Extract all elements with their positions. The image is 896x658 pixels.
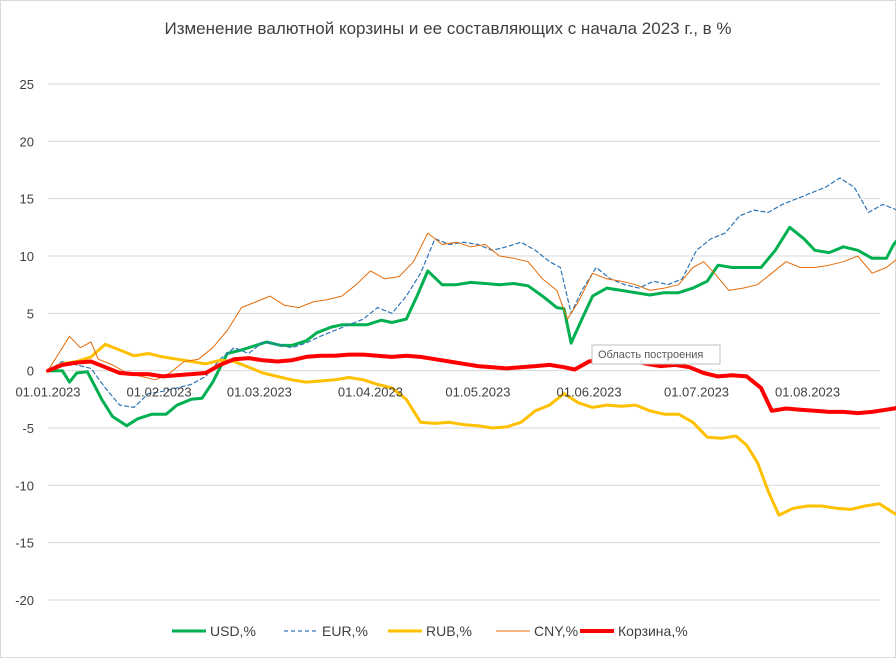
tooltip-text: Область построения (598, 349, 703, 361)
plot-area[interactable] (46, 109, 896, 534)
y-tick-label: 15 (20, 192, 34, 207)
x-tick-label: 01.07.2023 (664, 385, 729, 400)
tooltip-box (591, 344, 721, 365)
plot-area-tooltip: Область построения (591, 344, 721, 365)
y-tick-label: 20 (20, 134, 34, 149)
x-tick-label: 01.05.2023 (445, 385, 510, 400)
y-tick-label: -20 (15, 593, 34, 608)
gridlines (48, 83, 880, 601)
x-tick-label: 01.03.2023 (227, 385, 292, 400)
legend-label: Корзина,% (618, 623, 688, 639)
y-tick-label: -15 (15, 536, 34, 551)
series-line-корзина[interactable] (46, 352, 896, 416)
y-tick-label: 5 (27, 306, 34, 321)
y-tick-label: 0 (27, 364, 34, 379)
series-line-usd[interactable] (46, 148, 896, 428)
x-tick-label: 01.01.2023 (15, 385, 80, 400)
chart-title: Изменение валютной корзины и ее составля… (164, 19, 731, 38)
legend-label: EUR,% (322, 623, 368, 639)
x-tick-label: 01.02.2023 (127, 385, 192, 400)
legend-label: CNY,% (534, 623, 578, 639)
x-axis: 01.01.2023 01.02.2023 01.03.2023 01.04.2023… (15, 385, 840, 400)
legend: USD,% EUR,% RUB,% CNY,% Корзина,% (172, 623, 688, 639)
series-line-rub[interactable] (46, 342, 896, 534)
y-tick-label: -5 (22, 421, 34, 436)
y-tick-label: 25 (20, 77, 34, 92)
legend-label: USD,% (210, 623, 256, 639)
x-tick-label: 01.04.2023 (338, 385, 403, 400)
legend-label: RUB,% (426, 623, 472, 639)
y-axis: 25 20 15 10 5 0 -5 -10 -15 -20 (15, 77, 34, 608)
x-tick-label: 01.06.2023 (556, 385, 621, 400)
series-line-cny[interactable] (47, 182, 896, 381)
y-tick-label: -10 (15, 478, 34, 493)
y-tick-label: 10 (20, 249, 34, 264)
x-tick-label: 01.08.2023 (775, 385, 840, 400)
